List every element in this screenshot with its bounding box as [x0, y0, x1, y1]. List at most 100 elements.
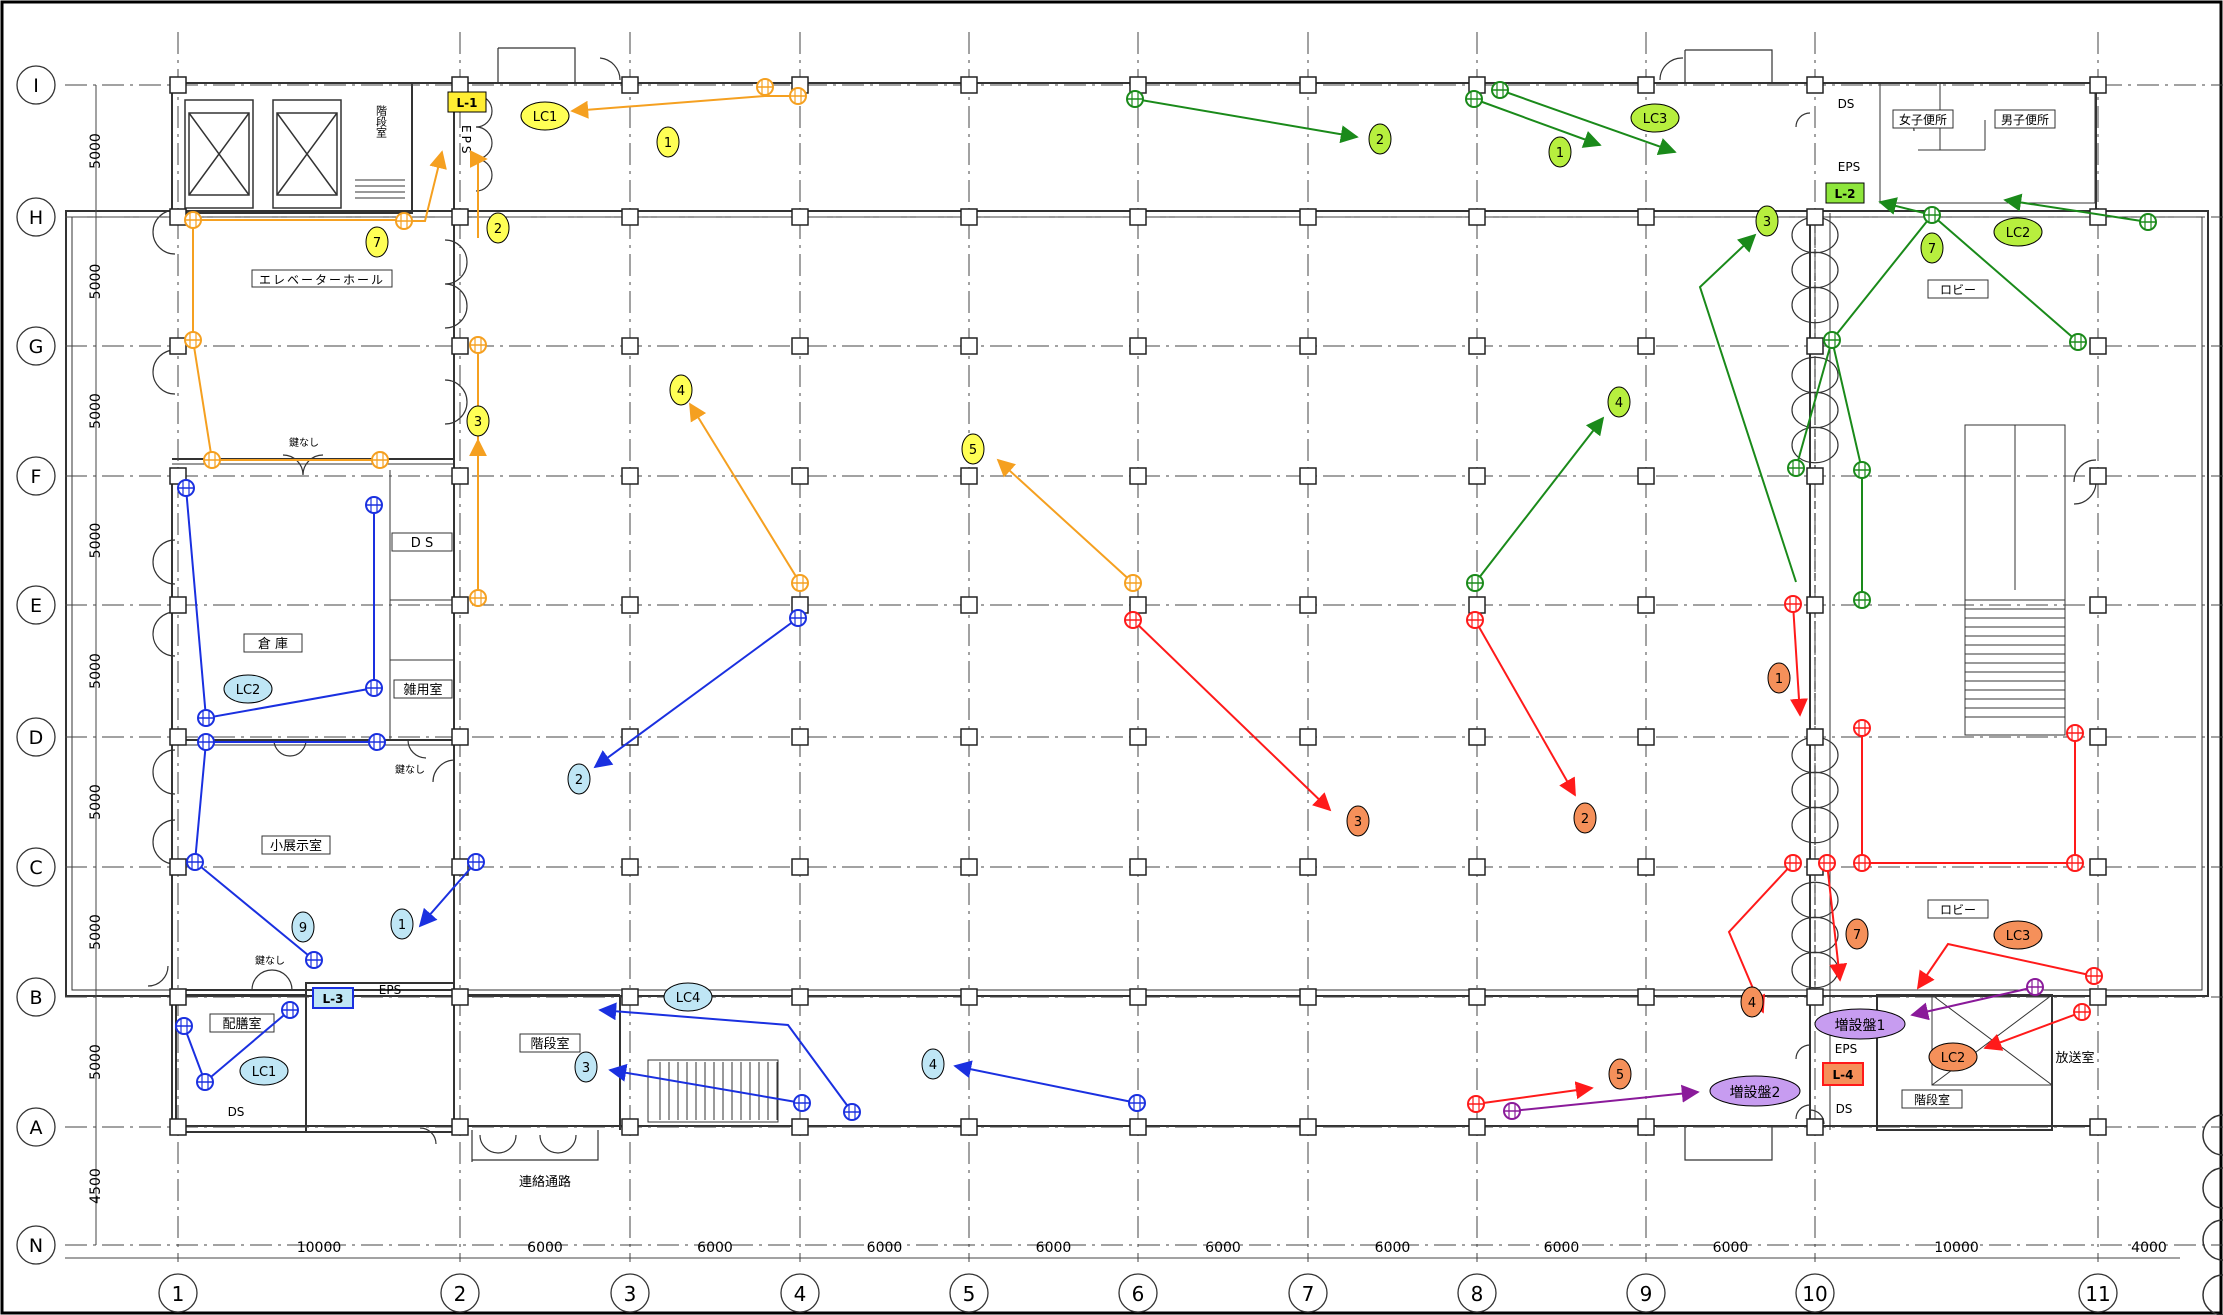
lighting-circuits: LC1 1 2 3 4 5 7 LC3 1 2 3 4 LC2 7 LC2 1 2 3 4 9 LC1 LC4 1 2 3 4 5 7… [175, 78, 2157, 1121]
panel-l3[interactable]: L-3 [312, 987, 354, 1009]
svg-text:11: 11 [2085, 1282, 2110, 1306]
light-fixture [2073, 1003, 2091, 1021]
svg-text:A: A [30, 1117, 43, 1139]
grid-row-D: D [16, 717, 56, 757]
light-fixture [2026, 978, 2044, 996]
wire-green [1473, 98, 1602, 148]
panel-l2[interactable]: L-2 [1825, 182, 1865, 204]
light-fixture [281, 1001, 299, 1019]
room-eps-b: EPS [379, 983, 401, 997]
wire-red [1474, 619, 1576, 797]
svg-text:E: E [30, 595, 42, 617]
light-fixture [469, 336, 487, 354]
svg-text:LC1: LC1 [533, 110, 558, 125]
svg-text:9: 9 [1640, 1282, 1653, 1306]
room-stair-right: 階段室 [1914, 1092, 1950, 1107]
light-fixture [1823, 331, 1841, 349]
panel-extension-2[interactable]: 増設盤2 [1709, 1075, 1801, 1107]
circuit-label-green-3: 3 [1755, 205, 1779, 237]
room-eps-right: EPS [1838, 160, 1860, 174]
light-fixture [175, 1017, 193, 1035]
circuit-label-green-2: 2 [1368, 123, 1392, 155]
wire-green [1795, 339, 1833, 469]
light-fixture [1853, 719, 1871, 737]
light-fixture [368, 733, 386, 751]
dim-row-2: 5000 [88, 264, 104, 300]
light-fixture [793, 1094, 811, 1112]
room-lobby-1: ロビー [1940, 283, 1976, 297]
svg-text:L-4: L-4 [1833, 1068, 1854, 1082]
light-fixture [1124, 574, 1142, 592]
wire-purple [1511, 1084, 1700, 1112]
wire-red [1861, 728, 2076, 864]
wire-blue [953, 1060, 1138, 1104]
no-key-label-1: 鍵なし [289, 436, 319, 449]
circuit-label-red-7: 7 [1845, 918, 1869, 950]
panel-extension-1[interactable]: 増設盤1 [1814, 1008, 1906, 1040]
wire-red [1916, 942, 2095, 990]
svg-text:LC2: LC2 [236, 683, 261, 698]
room-stair-bottom: 階段室 [530, 1036, 569, 1052]
svg-text:3: 3 [1354, 815, 1362, 830]
room-warehouse: 倉 庫 [258, 637, 288, 652]
grid-col-6: 6 [1118, 1273, 1158, 1313]
circuit-label-orange-5: 5 [961, 433, 985, 465]
light-fixture [197, 733, 215, 751]
dim-row-1: 5000 [88, 133, 104, 169]
dim-row-7: 5000 [88, 914, 104, 950]
light-fixture [1784, 854, 1802, 872]
room-labels: 階段室 EPS エレベーターホール 鍵なし D S 倉 庫 雑用室 鍵なし 小展… [209, 97, 2095, 1190]
grid-row-F: F [16, 456, 56, 496]
svg-text:H: H [29, 207, 43, 229]
grid-col-11: 11 [2078, 1273, 2118, 1313]
panel-l1[interactable]: L-1 [447, 91, 487, 113]
svg-text:L-1: L-1 [457, 96, 478, 110]
svg-text:1: 1 [398, 918, 406, 933]
grid-col-1: 1 [158, 1273, 198, 1313]
svg-text:4: 4 [1615, 396, 1623, 411]
svg-text:7: 7 [1302, 1282, 1315, 1306]
svg-text:4: 4 [794, 1282, 807, 1306]
edge-symbols [2202, 1114, 2223, 1315]
svg-text:3: 3 [1763, 215, 1771, 230]
grid-row-A: A [16, 1107, 56, 1147]
wire-green [1134, 98, 1359, 144]
light-fixture [365, 679, 383, 697]
light-fixture [2069, 333, 2087, 351]
light-fixture [1853, 854, 1871, 872]
panel-l4[interactable]: L-4 [1822, 1062, 1864, 1086]
stairs [647, 424, 2066, 1123]
light-fixture [371, 451, 389, 469]
svg-text:L-3: L-3 [323, 992, 344, 1006]
grid-col-2: 2 [440, 1273, 480, 1313]
light-fixture [2085, 967, 2103, 985]
dim-col-9: 6000 [1713, 1240, 1749, 1256]
light-fixture [2066, 854, 2084, 872]
light-fixture [1853, 591, 1871, 609]
wire-green [1931, 214, 2079, 343]
panels: L-1 L-2 L-3 L-4 増設盤1 増設盤2 [312, 91, 1906, 1107]
svg-text:10: 10 [1802, 1282, 1827, 1306]
grid-row-E: E [16, 585, 56, 625]
dim-col-1: 10000 [297, 1240, 342, 1256]
wire-orange [689, 402, 801, 584]
circuit-label-orange-3: 3 [466, 405, 490, 437]
circuit-label-red-5: 5 [1608, 1058, 1632, 1090]
wire-purple [1910, 986, 2036, 1021]
dim-row-5: 5000 [88, 653, 104, 689]
dim-row-9: 4500 [88, 1168, 104, 1204]
wire-red [1475, 1081, 1594, 1105]
svg-text:7: 7 [1853, 928, 1861, 943]
circuit-label-blue-3: 3 [574, 1051, 598, 1083]
svg-text:B: B [29, 987, 42, 1009]
circuit-label-orange-4: 4 [669, 374, 693, 406]
svg-text:4: 4 [677, 384, 685, 399]
wire-orange [570, 87, 766, 119]
wire-green [1474, 416, 1605, 584]
svg-text:LC3: LC3 [1643, 112, 1668, 127]
circuit-label-green-7: 7 [1920, 232, 1944, 264]
svg-text:G: G [29, 336, 44, 358]
wire-red [1789, 603, 1808, 717]
room-ds-1: D S [411, 536, 433, 551]
